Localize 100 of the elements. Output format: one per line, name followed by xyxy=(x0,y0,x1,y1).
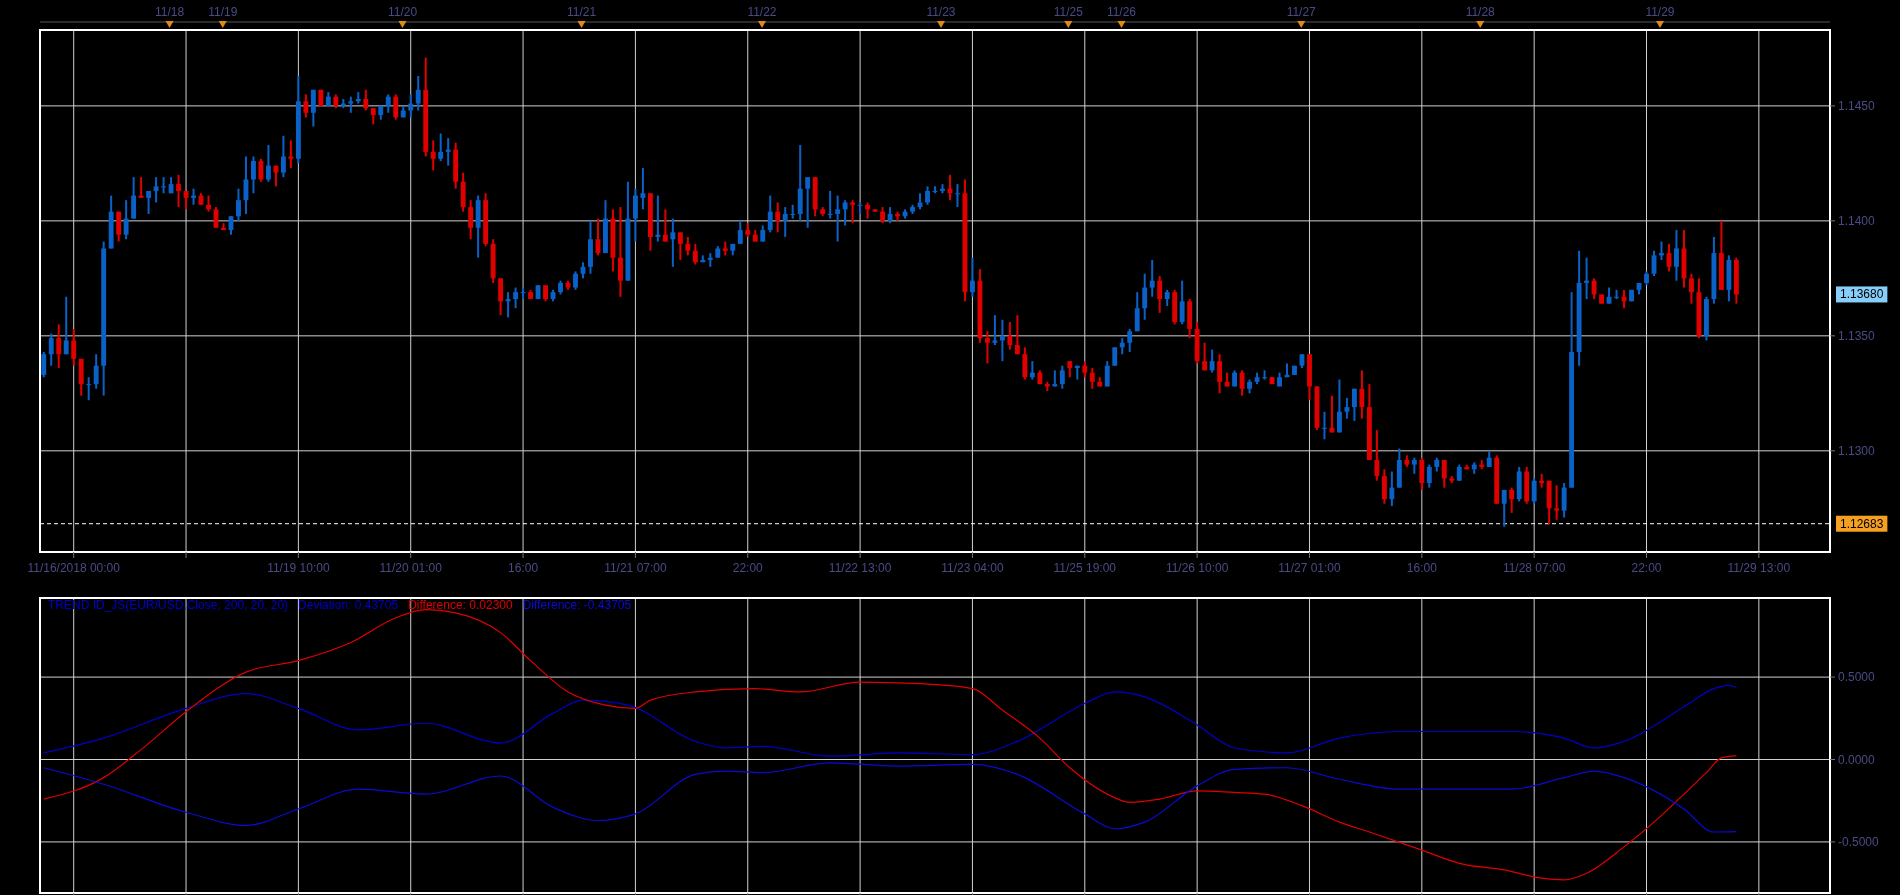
text: 11/29 xyxy=(1645,5,1675,19)
candlestick xyxy=(1127,327,1133,353)
candlestick xyxy=(782,206,788,238)
candlestick xyxy=(251,155,256,195)
candlestick xyxy=(303,93,309,119)
candlestick xyxy=(573,270,578,291)
y-tick-label: 0.5000 xyxy=(1838,670,1876,685)
candlestick xyxy=(48,332,54,367)
candlestick xyxy=(1142,272,1148,321)
y-tick-label: 1.1350 xyxy=(1838,328,1876,343)
y-tick-label: 1.1400 xyxy=(1838,213,1876,228)
candlestick xyxy=(1509,486,1515,514)
text: 11/22 xyxy=(747,5,777,19)
candlestick xyxy=(1217,353,1223,395)
candlestick xyxy=(1531,477,1537,505)
candlestick xyxy=(835,194,841,243)
candlestick xyxy=(468,199,474,241)
candlestick xyxy=(1374,429,1380,482)
candlestick xyxy=(1322,410,1327,441)
candlestick xyxy=(1157,275,1163,314)
x-tick-label: 11/26 10:00 xyxy=(1165,561,1229,575)
candlestick xyxy=(1014,314,1020,356)
candlestick xyxy=(1659,240,1664,261)
x-tick-label: 11/19 10:00 xyxy=(267,561,330,575)
candlestick xyxy=(86,376,92,402)
candlestick xyxy=(116,210,122,243)
candlestick xyxy=(138,176,144,199)
x-tick-label: 11/29 13:00 xyxy=(1727,561,1791,575)
candlestick xyxy=(1441,459,1447,489)
candlestick xyxy=(692,242,698,266)
candlestick xyxy=(310,88,316,128)
x-tick-label: 11/25 19:00 xyxy=(1053,561,1117,575)
candlestick xyxy=(850,199,856,225)
candlestick xyxy=(1149,258,1155,298)
candlestick xyxy=(153,176,159,204)
candlestick xyxy=(857,201,863,215)
x-tick-label: 16:00 xyxy=(508,561,539,575)
candlestick xyxy=(1381,468,1387,505)
text: 11/21 xyxy=(566,5,597,19)
candlestick xyxy=(1419,456,1425,491)
text: 11/25 xyxy=(1053,5,1084,19)
candlestick xyxy=(790,203,796,220)
candlestick xyxy=(662,208,668,243)
candlestick xyxy=(1239,369,1245,397)
x-tick-label: 11/27 01:00 xyxy=(1278,561,1342,575)
candlestick xyxy=(1351,387,1357,422)
candlestick xyxy=(655,194,661,243)
candlestick xyxy=(93,353,99,390)
candlestick xyxy=(827,189,833,220)
candlestick xyxy=(445,137,451,167)
line-series xyxy=(43,762,1737,833)
x-tick-label: 11/23 04:00 xyxy=(941,561,1005,575)
candlestick xyxy=(1022,346,1028,381)
candlestick xyxy=(1674,229,1679,282)
candlestick xyxy=(56,323,62,370)
candlestick xyxy=(1689,272,1694,305)
candlestick xyxy=(970,256,975,298)
x-tick-label: 11/16/2018 00:00 xyxy=(27,561,121,575)
candlestick xyxy=(438,132,444,163)
text: 11/20 xyxy=(387,5,418,19)
y-tick-label: 1.1450 xyxy=(1838,98,1876,113)
candlestick xyxy=(498,277,504,317)
candlestick xyxy=(1359,369,1365,420)
text: 11/28 xyxy=(1465,5,1496,19)
candlestick xyxy=(1344,396,1350,420)
candlestick xyxy=(1112,346,1118,367)
candlestick xyxy=(640,166,646,211)
ref-line-label: 1.12683 xyxy=(1840,516,1884,531)
x-tick-label: 11/22 13:00 xyxy=(828,561,892,575)
candlestick xyxy=(71,327,77,367)
candlestick xyxy=(955,183,960,209)
text: 1.13680 xyxy=(1840,287,1884,302)
y-tick-label: -0.5000 xyxy=(1838,834,1880,849)
candlestick xyxy=(925,185,930,206)
x-tick-label: 22:00 xyxy=(1631,561,1662,575)
candlestick xyxy=(363,88,369,112)
candlestick xyxy=(1584,256,1590,301)
candlestick xyxy=(670,217,676,268)
candlestick xyxy=(385,93,391,114)
candlestick xyxy=(805,176,811,229)
text: 11/27 xyxy=(1286,5,1317,19)
x-tick-label: 16:00 xyxy=(1406,561,1438,575)
candlestick xyxy=(842,199,848,227)
text: 11/26 xyxy=(1106,5,1137,19)
candlestick xyxy=(1389,470,1395,508)
text: 11/23 xyxy=(926,5,956,19)
candlestick xyxy=(430,139,436,172)
candlestick xyxy=(1561,482,1567,519)
candlestick xyxy=(63,295,69,356)
candlestick xyxy=(1104,360,1110,388)
candlestick xyxy=(266,143,271,183)
candlestick xyxy=(1501,488,1507,528)
candlestick xyxy=(1426,463,1432,489)
candlestick xyxy=(415,74,421,112)
x-tick-label: 11/21 07:00 xyxy=(604,561,667,575)
candlestick xyxy=(393,93,399,121)
candlestick xyxy=(737,219,743,245)
candlestick xyxy=(288,139,294,169)
candlestick xyxy=(41,350,47,379)
candlestick xyxy=(280,134,286,179)
